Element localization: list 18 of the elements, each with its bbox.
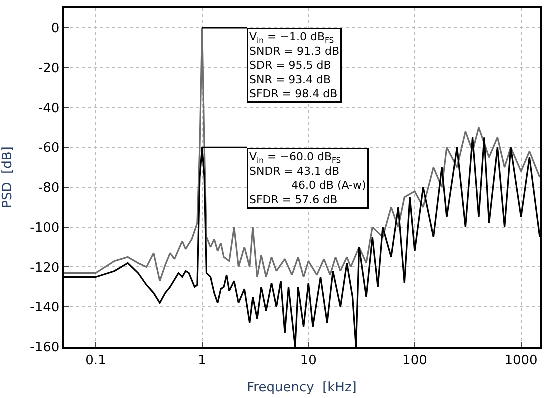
x-axis-title: Frequency [kHz] xyxy=(247,380,357,396)
y-axis-title: PSD [dB] xyxy=(0,146,16,208)
y-tick-label: -80 xyxy=(38,181,60,196)
x-tick-label: 1000 xyxy=(504,353,538,368)
x-tick-label: 0.1 xyxy=(86,353,106,368)
x-tick-label: 1 xyxy=(198,353,206,368)
x-tick-label: 10 xyxy=(300,353,317,368)
y-tick-label: -40 xyxy=(38,101,60,116)
annotation: V$_{in}$ = −60.0 dB$_{FS}$ SNDR = 43.1 dB 46.0 dB (A-w) SFDR = 57.6 dB xyxy=(250,150,366,206)
annotation: V$_{in}$ = −1.0 dB$_{FS}$ SNDR = 91.3 dB SDR = 95.5 dB SNR = 93.4 dB SFDR = 98.4 dB xyxy=(250,30,340,101)
y-tick-label: -20 xyxy=(38,61,60,76)
y-tick-label: -100 xyxy=(30,220,60,236)
y-tick-label: -60 xyxy=(38,141,60,156)
y-tick-label: 0 xyxy=(51,21,60,36)
y-tick-label: -120 xyxy=(30,260,60,276)
y-tick-label: -140 xyxy=(30,300,60,316)
y-tick-label: -160 xyxy=(30,340,60,356)
x-tick-label: 100 xyxy=(402,353,428,368)
